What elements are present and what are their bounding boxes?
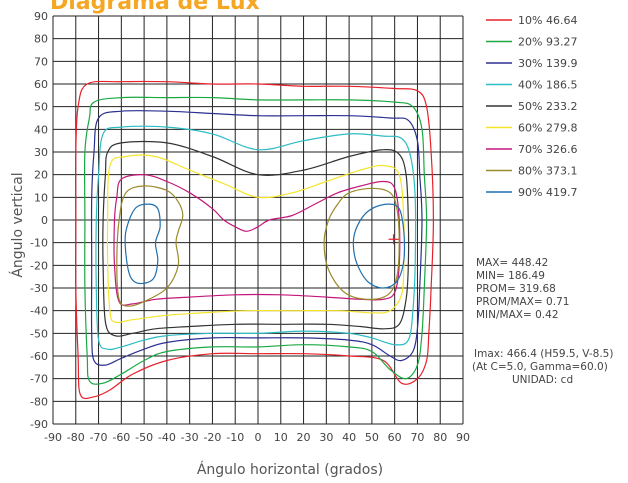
x-tick-label: -30 — [181, 431, 199, 444]
legend-entry: 90% 419.7 — [518, 186, 577, 199]
legend-entry: 70% 326.6 — [518, 143, 577, 156]
x-tick-label: 50 — [365, 431, 379, 444]
y-tick-label: 90 — [34, 10, 48, 23]
stat-min: MIN= 186.49 — [476, 270, 545, 282]
contour-series-2 — [90, 110, 423, 366]
legend-entry: 50% 233.2 — [518, 100, 577, 113]
legend-entry: 30% 139.9 — [518, 57, 577, 70]
legend-entry: 10% 46.64 — [518, 14, 577, 27]
stats-block: MAX= 448.42 MIN= 186.49 PROM= 319.68 PRO… — [472, 257, 613, 386]
y-tick-label: 0 — [41, 214, 48, 227]
y-tick-label: -50 — [30, 327, 48, 340]
stat-imax: Imax: 466.4 (H59.5, V-8.5) — [474, 348, 613, 360]
legend-entry: 20% 93.27 — [518, 36, 577, 49]
contour-series-9 — [124, 203, 161, 285]
y-tick-label: 50 — [34, 101, 48, 114]
x-tick-label: -40 — [158, 431, 176, 444]
contour-series-8 — [323, 187, 400, 300]
legend: 10% 46.64 20% 93.27 30% 139.9 40% 186.5 50% … — [486, 14, 577, 199]
y-axis-label: Ángulo vertical — [9, 172, 26, 277]
x-tick-label: -80 — [67, 431, 85, 444]
x-tick-label: 0 — [255, 431, 262, 444]
legend-entry: 40% 186.5 — [518, 79, 577, 92]
x-tick-label: 20 — [297, 431, 311, 444]
y-tick-label: 60 — [34, 78, 48, 91]
y-tick-label: -80 — [30, 395, 48, 408]
x-tick-label: -60 — [112, 431, 130, 444]
x-tick-label: 60 — [388, 431, 402, 444]
contour-series-10 — [352, 203, 406, 289]
y-tick-label: 40 — [34, 123, 48, 136]
x-tick-label: 70 — [410, 431, 424, 444]
x-tick-label: 10 — [274, 431, 288, 444]
x-tick-label: -50 — [135, 431, 153, 444]
contour-series-5 — [106, 154, 405, 324]
stat-min-max: MIN/MAX= 0.42 — [476, 309, 559, 321]
contour-series-3 — [95, 125, 417, 351]
x-tick-label: -90 — [44, 431, 62, 444]
max-marker — [388, 234, 399, 245]
y-tick-label: -60 — [30, 350, 48, 363]
stat-prom: PROM= 319.68 — [476, 283, 556, 295]
x-tick-label: 90 — [456, 431, 470, 444]
stat-unidad: UNIDAD: cd — [512, 374, 573, 386]
contour-series-1 — [83, 96, 428, 385]
contour-series-0 — [75, 80, 435, 400]
legend-entry: 60% 279.8 — [518, 122, 577, 135]
stat-max: MAX= 448.42 — [476, 257, 548, 269]
contour-series-6 — [113, 174, 401, 306]
chart-title: Diagrama de Lux — [50, 0, 260, 15]
x-axis-label: Ángulo horizontal (grados) — [197, 461, 383, 478]
y-tick-label: 10 — [34, 191, 48, 204]
x-tick-labels: -90 -80 -70 -60 -50 -40 -30 -20 -10 0 10 20 30 40 50 60… — [44, 431, 470, 444]
stat-at: (At C=5.0, Gamma=60.0) — [472, 361, 608, 373]
y-tick-labels: 90 80 70 60 50 40 30 20 10 0 -10 -20 -30 -40 -50 -60 -70… — [30, 10, 48, 431]
y-tick-label: 30 — [34, 146, 48, 159]
y-tick-label: -70 — [30, 373, 48, 386]
y-tick-label: -40 — [30, 305, 48, 318]
y-tick-label: -20 — [30, 259, 48, 272]
legend-entry: 80% 373.1 — [518, 165, 577, 178]
x-tick-label: 80 — [433, 431, 447, 444]
y-tick-label: 80 — [34, 33, 48, 46]
contour-series-4 — [102, 140, 410, 337]
x-tick-label: -10 — [226, 431, 244, 444]
contour-lines — [75, 80, 435, 400]
stat-prom-max: PROM/MAX= 0.71 — [476, 296, 569, 308]
y-tick-label: 70 — [34, 55, 48, 68]
x-tick-label: 40 — [342, 431, 356, 444]
y-tick-label: 20 — [34, 169, 48, 182]
y-tick-label: -30 — [30, 282, 48, 295]
x-tick-label: -20 — [203, 431, 221, 444]
contour-series-7 — [116, 185, 184, 307]
x-tick-label: -70 — [90, 431, 108, 444]
y-tick-label: -90 — [30, 418, 48, 431]
x-tick-label: 30 — [319, 431, 333, 444]
y-tick-label: -10 — [30, 237, 48, 250]
